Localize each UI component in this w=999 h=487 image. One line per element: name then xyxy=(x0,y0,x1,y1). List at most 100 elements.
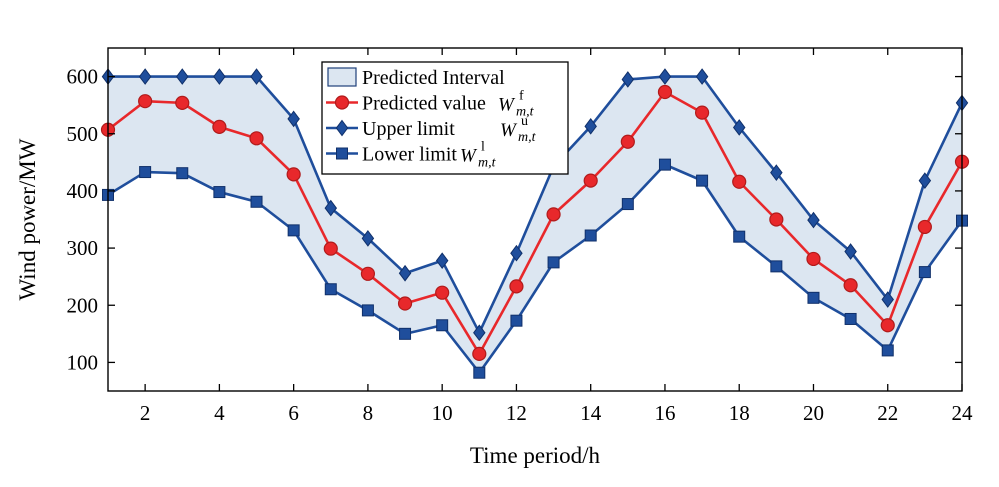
x-tick-label: 24 xyxy=(952,401,974,425)
upper-limit-point xyxy=(584,117,597,135)
legend-label-upper: Upper limit xyxy=(362,118,455,140)
y-tick-label: 300 xyxy=(67,236,99,260)
lower-limit-point xyxy=(436,319,449,332)
upper-limit-point xyxy=(473,324,486,342)
upper-limit-point xyxy=(361,230,375,247)
predicted-value-point xyxy=(546,207,561,222)
predicted-value-point xyxy=(620,134,635,149)
upper-limit-point xyxy=(621,71,635,88)
series-markers-layer xyxy=(100,68,970,379)
predicted-value-point xyxy=(880,318,895,333)
predicted-value-point xyxy=(694,105,710,120)
legend-label-predicted: Predicted value xyxy=(362,93,486,115)
lower-limit-point xyxy=(733,230,746,243)
predicted-value-point xyxy=(435,285,450,300)
lower-limit-point xyxy=(361,304,374,317)
legend-superscript-upper: u xyxy=(521,114,528,129)
x-tick-label: 18 xyxy=(729,401,750,425)
upper-limit-point xyxy=(844,243,857,260)
predicted-value-point xyxy=(509,279,524,294)
x-tick-label: 20 xyxy=(803,401,824,425)
legend-symbol-upper: W xyxy=(500,120,518,141)
x-tick-label: 4 xyxy=(214,401,225,425)
upper-limit-point xyxy=(807,211,820,229)
predicted-value-point xyxy=(657,84,673,100)
upper-limit-point xyxy=(176,68,189,85)
upper-limit-point xyxy=(398,264,412,282)
lower-limit-point xyxy=(770,260,783,273)
upper-limit-point xyxy=(510,244,523,262)
lower-limit-point xyxy=(176,167,189,180)
predicted-value-point xyxy=(769,212,784,227)
x-tick-label: 14 xyxy=(580,401,602,425)
predicted-value-point xyxy=(286,167,301,182)
legend-interval-swatch xyxy=(327,67,357,87)
y-axis-title: Wind power/MW xyxy=(15,138,40,300)
predicted-value-point xyxy=(732,174,747,189)
lower-limit-point xyxy=(213,186,226,199)
upper-limit-point xyxy=(658,68,672,85)
y-tick-label: 100 xyxy=(67,350,99,374)
x-tick-label: 6 xyxy=(288,401,299,425)
lower-limit-point xyxy=(473,366,486,379)
plot-frame xyxy=(107,47,963,392)
predicted-value-point xyxy=(175,95,190,110)
predicted-value-point xyxy=(917,219,932,235)
legend-marker-upper xyxy=(335,119,349,137)
predicted-value-point xyxy=(360,266,376,281)
legend-symbol-predicted: W xyxy=(498,95,516,116)
lower-limit-point xyxy=(250,195,263,208)
y-tick-label: 400 xyxy=(67,179,99,203)
legend-marker-lower xyxy=(336,147,348,160)
y-tick-label: 200 xyxy=(67,293,99,317)
upper-limit-point xyxy=(732,119,746,136)
predicted-value-point xyxy=(472,346,487,361)
x-tick-label: 10 xyxy=(432,401,453,425)
upper-limit-point xyxy=(287,110,300,128)
lower-limit-point xyxy=(139,166,152,179)
lower-limit-point xyxy=(844,312,857,325)
legend-marker-predicted xyxy=(334,95,350,110)
predicted-value-point xyxy=(323,241,338,256)
lower-limit-point xyxy=(807,291,820,304)
lower-limit-point xyxy=(658,158,671,171)
lower-limit-point xyxy=(287,224,300,237)
upper-limit-point xyxy=(918,172,932,189)
x-tick-label: 2 xyxy=(140,401,151,425)
upper-limit-point xyxy=(324,199,338,217)
x-tick-label: 22 xyxy=(877,401,898,425)
upper-limit-point xyxy=(138,68,152,85)
legend-label-lower: Lower limit xyxy=(362,144,457,166)
lower-limit-point xyxy=(399,327,412,340)
legend-subscript-lower: m,t xyxy=(478,156,497,171)
lower-limit-point xyxy=(547,256,560,269)
lower-limit-point xyxy=(881,344,894,357)
y-tick-label: 500 xyxy=(67,122,99,146)
predicted-value-point xyxy=(843,278,858,293)
predicted-value-point xyxy=(397,296,413,311)
x-axis-title: Time period/h xyxy=(470,443,601,468)
predicted-interval-band xyxy=(108,76,962,373)
lower-limit-point xyxy=(918,266,931,279)
predicted-value-point xyxy=(138,94,153,109)
legend-symbol-lower: W xyxy=(460,146,478,167)
lower-limit-point xyxy=(510,314,523,327)
lower-limit-point xyxy=(696,174,709,187)
legend-subscript-upper: m,t xyxy=(518,130,537,145)
upper-limit-point xyxy=(250,68,263,85)
predicted-value-point xyxy=(583,173,598,188)
x-tick-label: 12 xyxy=(506,401,527,425)
interval-layer xyxy=(108,76,962,373)
upper-limit-point xyxy=(213,68,226,85)
legend-superscript-lower: l xyxy=(481,140,485,155)
legend-superscript-predicted: f xyxy=(519,89,524,104)
upper-limit-point xyxy=(881,291,894,308)
x-tick-label: 8 xyxy=(363,401,374,425)
upper-limit-point xyxy=(435,252,449,269)
lower-limit-point xyxy=(621,198,634,211)
lower-limit-point xyxy=(324,283,337,296)
